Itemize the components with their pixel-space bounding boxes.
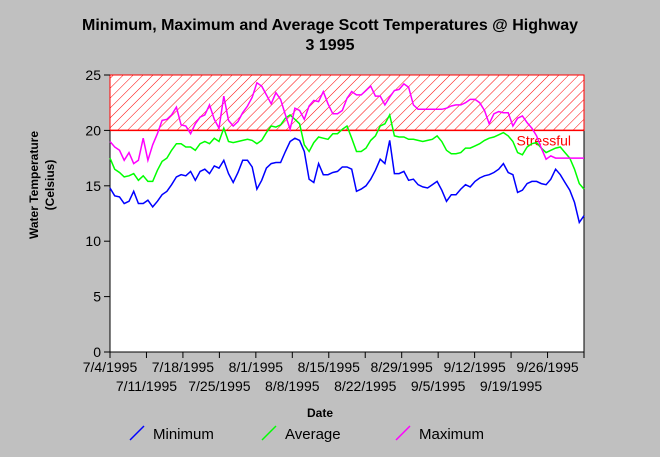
x-tick-label: 7/25/1995 bbox=[188, 378, 250, 394]
series-line-average bbox=[109, 112, 585, 190]
stressful-band bbox=[109, 74, 585, 131]
chart-title-line2: 3 1995 bbox=[306, 37, 355, 54]
x-tick-label: 9/19/1995 bbox=[480, 378, 542, 394]
legend-label-minimum: Minimum bbox=[153, 426, 214, 443]
legend-swatch-maximum bbox=[395, 425, 411, 441]
x-tick-label: 9/26/1995 bbox=[516, 359, 578, 375]
y-axis: 0 5 10 15 20 25 bbox=[85, 67, 110, 360]
y-tick-label: 0 bbox=[93, 344, 101, 360]
x-axis: 7/4/1995 7/11/1995 7/18/1995 7/25/1995 8/1/1… bbox=[83, 352, 585, 394]
x-axis-title: Date bbox=[307, 406, 333, 420]
x-tick-label: 8/1/1995 bbox=[229, 359, 284, 375]
series-layer bbox=[109, 81, 585, 225]
x-tick-label: 9/12/1995 bbox=[443, 359, 505, 375]
y-tick-label: 20 bbox=[85, 122, 101, 138]
x-tick-label: 7/11/1995 bbox=[116, 378, 177, 394]
y-axis-title-line1: Water Temperature bbox=[27, 131, 41, 239]
series-line-minimum bbox=[109, 137, 585, 225]
x-tick-label: 8/8/1995 bbox=[265, 378, 320, 394]
y-tick-label: 25 bbox=[85, 67, 101, 83]
legend: Minimum Average Maximum bbox=[129, 425, 484, 443]
legend-swatch-average bbox=[261, 425, 277, 441]
x-tick-label: 9/5/1995 bbox=[411, 378, 466, 394]
x-tick-label: 8/22/1995 bbox=[334, 378, 396, 394]
stressful-label: Stressful bbox=[517, 132, 571, 148]
x-tick-label: 8/29/1995 bbox=[371, 359, 433, 375]
legend-label-maximum: Maximum bbox=[419, 426, 484, 443]
series-line-maximum bbox=[109, 81, 584, 165]
y-tick-label: 5 bbox=[93, 289, 101, 305]
legend-swatch-minimum bbox=[129, 425, 145, 441]
legend-label-average: Average bbox=[285, 426, 341, 443]
chart-title-line1: Minimum, Maximum and Average Scott Tempe… bbox=[82, 17, 578, 34]
y-tick-label: 10 bbox=[85, 233, 101, 249]
x-tick-label: 7/18/1995 bbox=[152, 359, 214, 375]
y-tick-label: 15 bbox=[85, 178, 101, 194]
x-tick-label: 7/4/1995 bbox=[83, 359, 138, 375]
x-tick-label: 8/15/1995 bbox=[298, 359, 360, 375]
y-axis-title-line2: (Celsius) bbox=[43, 160, 57, 211]
